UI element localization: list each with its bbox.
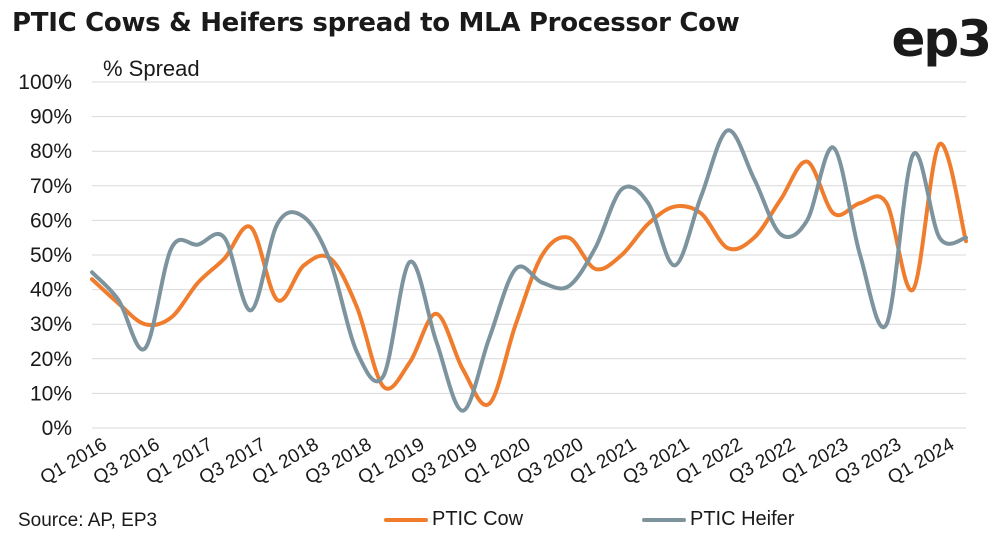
series-line-ptic-heifer <box>90 128 968 413</box>
y-tick-label: 70% <box>30 175 72 198</box>
legend-label-cow: PTIC Cow <box>432 508 524 530</box>
y-tick-label: 0% <box>42 417 72 440</box>
legend-item-ptic-heifer: PTIC Heifer <box>642 508 794 531</box>
y-tick-label: 60% <box>30 209 72 232</box>
y-tick-label: 90% <box>30 106 72 129</box>
y-tick-label: 80% <box>30 140 72 163</box>
legend-swatch-heifer <box>642 517 686 522</box>
legend-swatch-cow <box>384 517 428 522</box>
y-tick-label: 20% <box>30 348 72 371</box>
y-tick-label: 100% <box>18 71 72 94</box>
chart-title: PTIC Cows & Heifers spread to MLA Proces… <box>12 8 740 38</box>
y-tick-label: 30% <box>30 313 72 336</box>
legend-item-ptic-cow: PTIC Cow <box>384 508 523 531</box>
ep3-logo: ep3 <box>891 10 992 68</box>
y-tick-label: 10% <box>30 382 72 405</box>
series-line-ptic-cow <box>90 142 968 408</box>
y-tick-label: 50% <box>30 244 72 267</box>
source-note: Source: AP, EP3 <box>18 510 158 531</box>
y-axis-label: % Spread <box>103 56 200 81</box>
gridlines <box>92 81 966 429</box>
y-tick-label: 40% <box>30 279 72 302</box>
legend-label-heifer: PTIC Heifer <box>690 508 795 530</box>
y-tick-labels: 0% 10% 20% 30% 40% 50% 60% 70% 80% 90% 100% <box>18 71 72 440</box>
series-lines <box>90 128 968 413</box>
